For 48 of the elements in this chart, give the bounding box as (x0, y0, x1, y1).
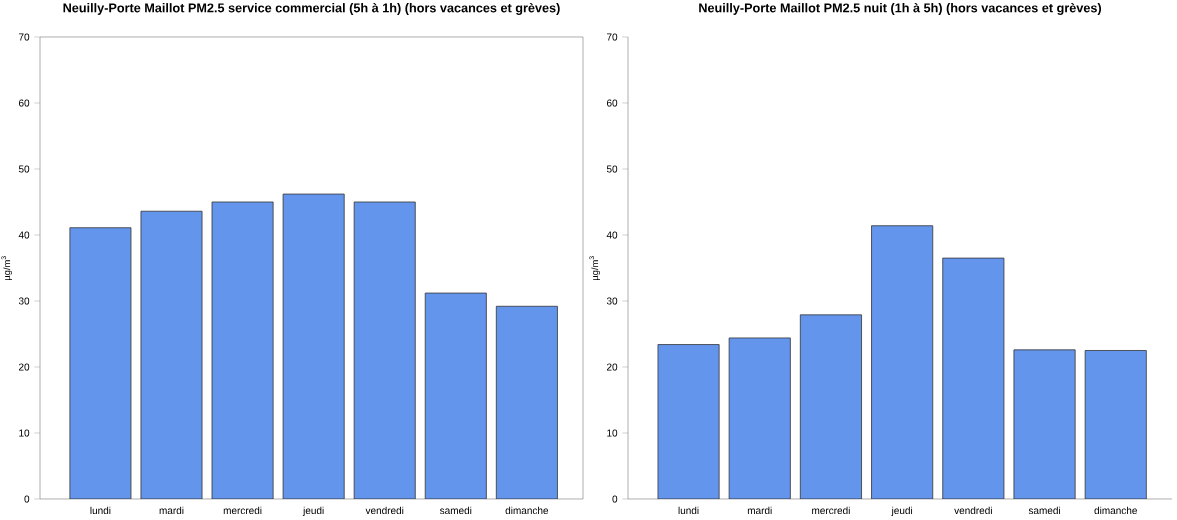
x-tick-label: lundi (90, 506, 111, 515)
bar (495, 305, 558, 499)
y-tick-label: 70 (19, 33, 30, 41)
y-tick-label: 30 (18, 297, 30, 305)
x-tick-label: lundi (678, 506, 699, 515)
bar (283, 194, 345, 499)
x-tick-label: samedi (1028, 506, 1060, 515)
bar (657, 344, 720, 499)
x-tick-label: mercredi (223, 506, 262, 515)
bar (728, 337, 791, 499)
x-tick-label: jeudi (891, 506, 913, 517)
x-tick-label: samedi (439, 506, 472, 515)
x-tick-label: mercredi (812, 506, 850, 515)
y-tick-label: 40 (606, 231, 618, 239)
x-tick-label: vendredi (954, 506, 992, 515)
x-tick-label: mardi (159, 506, 184, 515)
y-tick-label: 0 (612, 495, 618, 503)
bar (1084, 350, 1147, 499)
bar (69, 227, 131, 499)
chart-title: Neuilly-Porte Maillot PM2.5 nuit (1h à 5h) (hors vacances et grèves) (699, 2, 1102, 15)
y-axis-title: µg/m$^{3}$ (589, 256, 600, 281)
y-tick-label: 30 (606, 297, 618, 305)
y-tick-label: 60 (606, 99, 618, 107)
y-tick-label: 20 (606, 363, 618, 371)
chart-title: Neuilly-Porte Maillot PM2.5 service commercial (5h à 1h) (hors vacances et grèves) (63, 2, 560, 15)
x-tick-label: vendredi (365, 506, 404, 515)
y-tick-label: 0 (24, 495, 30, 503)
y-tick-label: 20 (18, 363, 30, 371)
x-tick-label: dimanche (505, 506, 549, 515)
x-tick-label: dimanche (1094, 506, 1137, 515)
x-tick-label: mardi (747, 506, 772, 515)
bar (425, 293, 487, 499)
y-tick-label: 50 (606, 165, 618, 173)
y-tick-label: 10 (607, 429, 618, 437)
bar (799, 314, 862, 499)
y-tick-label: 10 (19, 429, 30, 437)
y-tick-label: 40 (18, 231, 30, 239)
bar (212, 201, 274, 499)
bar (1013, 349, 1076, 499)
bar (354, 201, 416, 499)
y-axis-title: µg/m$^{3}$ (1, 256, 13, 281)
bar (140, 211, 203, 499)
bar (871, 225, 934, 499)
y-tick-label: 70 (607, 33, 618, 41)
x-tick-label: jeudi (302, 506, 324, 517)
y-tick-label: 60 (18, 99, 30, 107)
bar (942, 257, 1005, 499)
y-tick-label: 50 (18, 165, 30, 173)
